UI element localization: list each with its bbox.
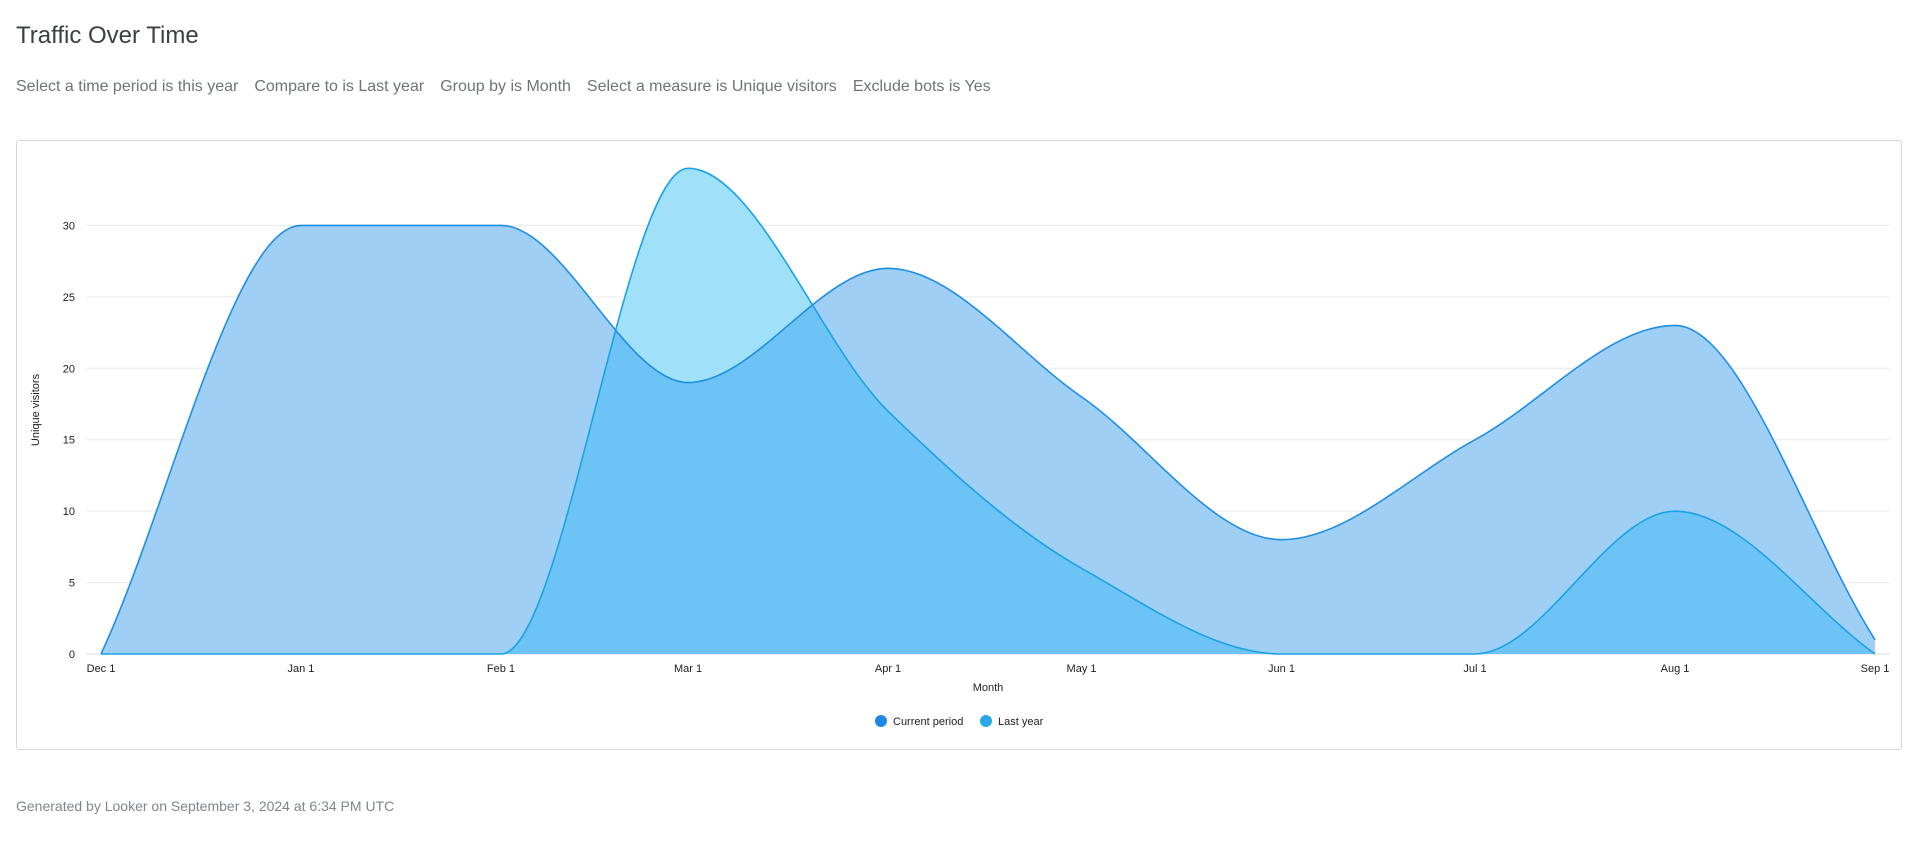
y-axis-title: Unique visitors: [30, 373, 42, 446]
filter-group-by[interactable]: Group by is Month: [440, 78, 571, 95]
legend-last-year-swatch: [980, 715, 992, 727]
x-tick-label: May 1: [1067, 663, 1097, 675]
filter-bar: Select a time period is this year Compar…: [16, 78, 991, 96]
x-tick-label: Dec 1: [87, 663, 116, 675]
x-axis-title: Month: [973, 682, 1004, 694]
filter-compare-to[interactable]: Compare to is Last year: [254, 78, 425, 95]
series-current-period-line: [100, 224, 1876, 655]
filter-time-period[interactable]: Select a time period is this year: [16, 78, 239, 95]
y-tick-label: 20: [63, 363, 75, 375]
generated-footer: Generated by Looker on September 3, 2024…: [16, 798, 395, 814]
series-overlap-area: [101, 225, 1875, 654]
series-last-year-line: [101, 167, 1876, 655]
y-tick-label: 15: [63, 435, 75, 447]
x-tick-label: Sep 1: [1861, 663, 1890, 675]
legend-last-year-label: Last year: [998, 716, 1044, 728]
legend-current-period-swatch: [875, 715, 887, 727]
x-tick-label: Aug 1: [1661, 663, 1690, 675]
x-tick-label: Feb 1: [487, 663, 515, 675]
y-tick-label: 30: [63, 220, 75, 232]
x-tick-label: Apr 1: [875, 663, 901, 675]
chart-card: 0 5 10 15 20 25 30 Dec 1 Jan 1 Feb 1 Mar 1 Apr 1 May…: [16, 140, 1902, 750]
x-tick-label: Jun 1: [1268, 663, 1295, 675]
y-tick-label: 5: [69, 578, 75, 590]
x-tick-label: Mar 1: [674, 663, 702, 675]
filter-exclude-bots[interactable]: Exclude bots is Yes: [852, 78, 991, 95]
series-current-period-area: [101, 225, 1875, 654]
x-tick-label: Jan 1: [288, 663, 315, 675]
y-tick-label: 10: [63, 506, 75, 518]
y-tick-label: 0: [69, 649, 75, 661]
y-tick-label: 25: [63, 292, 75, 304]
page-title: Traffic Over Time: [16, 22, 199, 49]
x-tick-label: Jul 1: [1463, 663, 1486, 675]
area-chart[interactable]: 0 5 10 15 20 25 30 Dec 1 Jan 1 Feb 1 Mar 1 Apr 1 May…: [17, 141, 1903, 751]
legend-current-period-label: Current period: [893, 716, 963, 728]
filter-measure[interactable]: Select a measure is Unique visitors: [586, 78, 837, 95]
